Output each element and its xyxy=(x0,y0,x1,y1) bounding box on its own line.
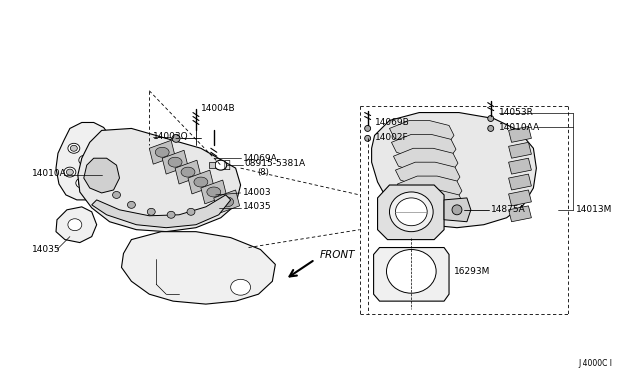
Ellipse shape xyxy=(488,125,493,131)
Polygon shape xyxy=(378,185,444,240)
Ellipse shape xyxy=(64,167,76,177)
Text: Ⓛ: Ⓛ xyxy=(223,160,230,170)
Polygon shape xyxy=(372,113,536,228)
Text: 16293M: 16293M xyxy=(454,267,490,276)
Polygon shape xyxy=(84,158,120,193)
Ellipse shape xyxy=(387,250,436,293)
Polygon shape xyxy=(149,140,175,164)
Ellipse shape xyxy=(488,116,493,122)
Polygon shape xyxy=(374,247,449,301)
Ellipse shape xyxy=(90,169,97,175)
Text: 14035: 14035 xyxy=(243,202,271,211)
Text: 14875A: 14875A xyxy=(491,205,525,214)
Polygon shape xyxy=(175,160,201,184)
Ellipse shape xyxy=(68,143,80,153)
Ellipse shape xyxy=(187,208,195,215)
Ellipse shape xyxy=(79,155,91,165)
Ellipse shape xyxy=(127,201,136,208)
Text: 14069B: 14069B xyxy=(374,118,410,127)
Polygon shape xyxy=(214,190,239,214)
Ellipse shape xyxy=(167,211,175,218)
Ellipse shape xyxy=(81,157,88,163)
Polygon shape xyxy=(392,134,456,159)
Ellipse shape xyxy=(215,160,227,170)
Polygon shape xyxy=(509,174,531,190)
Polygon shape xyxy=(509,190,531,206)
Text: (8): (8) xyxy=(257,168,269,177)
Polygon shape xyxy=(56,122,116,200)
Text: J 4000C I: J 4000C I xyxy=(579,359,612,368)
Polygon shape xyxy=(509,206,531,222)
Ellipse shape xyxy=(70,145,77,151)
Polygon shape xyxy=(509,158,531,174)
Ellipse shape xyxy=(207,187,221,197)
Polygon shape xyxy=(201,180,227,204)
Ellipse shape xyxy=(88,167,100,177)
Ellipse shape xyxy=(452,205,462,215)
Ellipse shape xyxy=(390,192,433,232)
Bar xyxy=(209,162,215,168)
Polygon shape xyxy=(162,150,188,174)
Ellipse shape xyxy=(365,125,371,131)
Text: 14010A: 14010A xyxy=(32,169,67,177)
Text: 14003Q: 14003Q xyxy=(153,132,189,141)
Text: 14013M: 14013M xyxy=(576,205,612,214)
Ellipse shape xyxy=(168,157,182,167)
Polygon shape xyxy=(92,195,230,228)
Ellipse shape xyxy=(172,134,180,142)
Ellipse shape xyxy=(147,208,156,215)
Polygon shape xyxy=(122,232,275,304)
Polygon shape xyxy=(56,207,97,243)
Text: 14010AA: 14010AA xyxy=(499,123,540,132)
Polygon shape xyxy=(509,126,531,142)
Ellipse shape xyxy=(365,135,371,141)
Polygon shape xyxy=(397,176,462,201)
Ellipse shape xyxy=(181,167,195,177)
Ellipse shape xyxy=(156,147,169,157)
Ellipse shape xyxy=(76,178,88,188)
Polygon shape xyxy=(188,170,214,194)
Text: 14069A: 14069A xyxy=(243,154,277,163)
Ellipse shape xyxy=(113,192,120,198)
Polygon shape xyxy=(394,148,458,173)
Text: 14004B: 14004B xyxy=(201,104,236,113)
Polygon shape xyxy=(390,121,454,145)
Text: 14035: 14035 xyxy=(32,245,61,254)
Text: FRONT: FRONT xyxy=(320,250,355,260)
Ellipse shape xyxy=(230,279,250,295)
Ellipse shape xyxy=(194,177,208,187)
Polygon shape xyxy=(399,190,464,215)
Polygon shape xyxy=(78,128,241,232)
Text: 14003: 14003 xyxy=(243,189,271,198)
Text: 14002F: 14002F xyxy=(374,133,408,142)
Text: 08915-5381A: 08915-5381A xyxy=(244,159,306,168)
Ellipse shape xyxy=(220,197,234,207)
Polygon shape xyxy=(396,162,460,187)
Ellipse shape xyxy=(68,219,82,231)
Ellipse shape xyxy=(396,198,427,226)
Ellipse shape xyxy=(67,169,74,175)
Polygon shape xyxy=(509,142,531,158)
Ellipse shape xyxy=(78,180,85,186)
Text: 14053R: 14053R xyxy=(499,108,534,117)
Polygon shape xyxy=(444,198,471,222)
